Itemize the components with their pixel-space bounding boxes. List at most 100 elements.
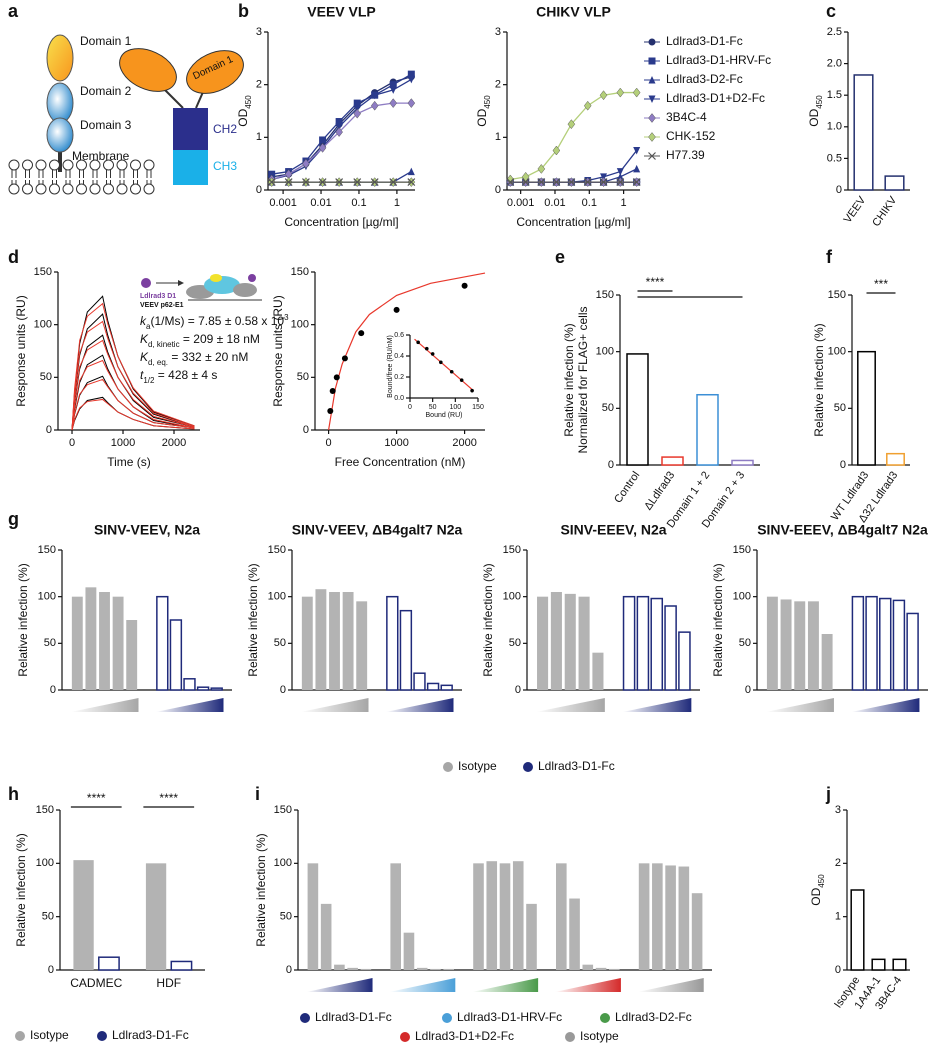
y-axis-label-subscript: 450 [244, 95, 253, 109]
lipid-head [35, 183, 47, 195]
legend-marker [97, 1031, 107, 1041]
y-tick-label: 3 [256, 26, 262, 38]
y-tick-label: 0.5 [827, 152, 842, 164]
y-axis-label: Relative infection (%) [246, 563, 260, 676]
bar [98, 956, 120, 971]
point [459, 378, 464, 382]
bar [569, 898, 580, 970]
marker [389, 98, 398, 109]
bar [440, 684, 453, 691]
bar [578, 596, 590, 690]
x-tick-label: 0 [408, 404, 412, 411]
panel-label: a [8, 1, 19, 21]
y-axis-label-text: Relative infection (%) [254, 833, 268, 946]
y-tick-label: 0.6 [394, 332, 404, 339]
legend-label: Ldlrad3-D1-HRV-Fc [457, 1010, 562, 1024]
bar [638, 863, 650, 970]
bar [821, 634, 833, 690]
bar [334, 964, 345, 970]
marker [389, 178, 398, 187]
bar [665, 865, 676, 970]
legend-label: Ldlrad3-D2-Fc [666, 72, 743, 86]
y-axis-label: OD450 [475, 95, 491, 127]
legend-label: Isotype [580, 1029, 619, 1043]
y-tick-label: 0 [745, 684, 751, 696]
panel-label: h [8, 784, 19, 804]
marker [616, 87, 625, 98]
bar [691, 893, 703, 970]
lipid-head [22, 159, 33, 171]
protein [233, 283, 257, 297]
x-tick-label: 0.001 [507, 197, 535, 209]
bar [112, 596, 124, 690]
marker [583, 178, 592, 187]
kinetic-symbol: K [140, 332, 149, 346]
y-tick-label: 150 [828, 289, 846, 301]
x-tick-label: 0.001 [269, 197, 297, 209]
legend-marker [400, 1032, 410, 1042]
bar [696, 393, 719, 466]
marker [506, 174, 515, 185]
bar [780, 599, 792, 690]
bar [892, 599, 906, 691]
y-axis-label-text: Relative infection (%) [16, 563, 30, 676]
lipid-head [89, 159, 101, 171]
chart-title: SINV-VEEV, ΔB4galt7 N2a [292, 522, 463, 538]
ligand-icon [248, 274, 256, 282]
legend-label: Ldlrad3-D1+D2-Fc [666, 91, 765, 105]
bar [556, 863, 567, 970]
y-tick-label: 150 [38, 544, 56, 556]
bar [622, 595, 636, 691]
panel-label: e [555, 247, 565, 267]
y-tick-label: 0.0 [394, 395, 404, 402]
domain-label: Domain 2 [80, 84, 132, 98]
marker [632, 87, 641, 98]
y-tick-label: 150 [36, 804, 54, 816]
bar [73, 860, 94, 970]
marker [318, 178, 327, 187]
y-tick-label: 0 [840, 459, 846, 471]
legend-label: 3B4C-4 [666, 110, 707, 124]
y-tick-label: 50 [297, 371, 309, 383]
chart-title: SINV-EEEV, N2a [560, 522, 666, 538]
y-tick-label: 3 [835, 804, 841, 816]
legend-marker [15, 1031, 25, 1041]
x-tick-label: 100 [449, 404, 461, 411]
chart-title: SINV-VEEV, N2a [94, 522, 200, 538]
y-tick-label: 0 [836, 184, 842, 196]
marker [552, 145, 561, 156]
domain-3 [46, 117, 74, 153]
x-tick-label: Control [612, 470, 642, 506]
legend-label: Isotype [30, 1028, 69, 1042]
significance-label: **** [646, 275, 665, 289]
bar [71, 596, 83, 690]
x-axis-label: Concentration [µg/ml] [284, 215, 398, 229]
bar [592, 652, 604, 690]
marker [335, 178, 344, 187]
y-tick-label: 2 [495, 79, 501, 91]
membrane-label: Membrane [72, 149, 130, 163]
bar [892, 958, 907, 971]
y-tick-label: 2.5 [827, 26, 842, 38]
lipid-head [130, 183, 141, 195]
y-tick-label: 150 [268, 544, 286, 556]
bar [390, 863, 402, 970]
region-label: CH2 [213, 122, 237, 136]
marker [506, 178, 515, 187]
legend-label: Ldlrad3-D1-Fc [112, 1028, 189, 1042]
y-tick-label: 100 [274, 857, 292, 869]
y-tick-label: 0 [280, 684, 286, 696]
bar [678, 866, 690, 970]
y-tick-label: 50 [509, 637, 521, 649]
marker [353, 108, 362, 119]
y-tick-label: 1 [495, 131, 501, 143]
marker [583, 100, 592, 111]
bar [652, 863, 663, 970]
chart-title: VEEV VLP [307, 4, 375, 20]
panel-label: j [825, 784, 831, 804]
bar [413, 672, 426, 691]
domain-2 [46, 82, 74, 124]
dose-wedge [306, 978, 373, 992]
lipid-head [103, 159, 114, 171]
series-line [71, 398, 195, 431]
